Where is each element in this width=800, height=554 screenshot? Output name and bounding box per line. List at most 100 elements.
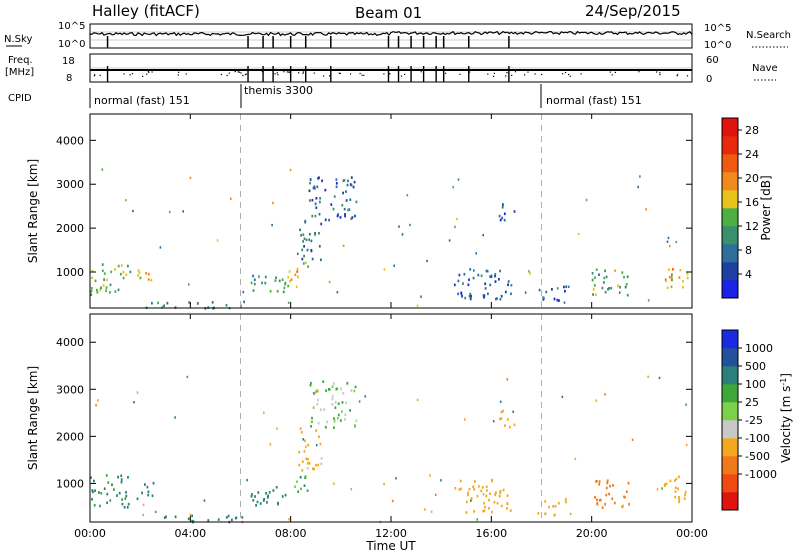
echo-cell (477, 273, 480, 277)
echo-cell (591, 278, 594, 282)
echo-speck (529, 272, 531, 275)
echo-cell (686, 272, 689, 276)
echo-cell (623, 495, 625, 499)
echo-speck (300, 487, 302, 490)
echo-cell (545, 290, 548, 294)
echo-cell (147, 490, 150, 494)
echo-cell (91, 498, 93, 501)
y-tick-label: 3000 (56, 383, 84, 396)
echo-cell (470, 295, 472, 298)
echo-speck (595, 399, 598, 402)
echo-speck (383, 483, 385, 486)
echo-cell (304, 476, 306, 480)
echo-cell (553, 513, 556, 517)
echo-cell (489, 283, 492, 287)
echo-cell (483, 509, 486, 513)
echo-cell (671, 278, 673, 282)
echo-cell (486, 489, 488, 492)
echo-cell (320, 258, 322, 262)
nave-point (131, 73, 134, 75)
nave-point (283, 71, 285, 73)
echo-cell (163, 516, 166, 519)
nave-point (611, 74, 613, 76)
cpid-segment-3: normal (fast) 151 (546, 94, 642, 107)
echo-cell (264, 281, 267, 285)
echo-cell (121, 498, 123, 501)
echo-cell (302, 233, 305, 236)
echo-cell (100, 492, 103, 495)
echo-speck (168, 210, 171, 214)
nave-point (338, 72, 340, 74)
echo-cell (105, 289, 107, 292)
echo-cell (499, 417, 501, 421)
noise-right-bottom-tick: 10^0 (704, 40, 731, 51)
echo-cell (484, 505, 486, 509)
nave-point (234, 71, 236, 73)
echo-speck (401, 233, 404, 236)
power-x-ticks (89, 114, 693, 308)
echo-cell (151, 494, 154, 498)
echo-cell (349, 198, 352, 201)
echo-cell (331, 397, 334, 401)
echo-cell (253, 278, 256, 282)
echo-speck (95, 404, 97, 407)
echo-cell (349, 409, 351, 412)
echo-cell (106, 501, 108, 505)
echo-cell (111, 483, 113, 486)
echo-cell (674, 490, 677, 493)
echo-cell (625, 490, 628, 493)
power-colorbar-tick-label: 20 (745, 172, 759, 185)
nave-point (562, 73, 564, 75)
echo-cell (301, 460, 304, 463)
echo-cell (120, 272, 122, 276)
echo-cell (491, 510, 493, 514)
echo-cell (146, 485, 149, 489)
echo-cell (603, 281, 605, 284)
echo-cell (477, 485, 480, 488)
echo-cell (341, 410, 343, 413)
echo-cell (346, 381, 349, 385)
velocity-colorbar-tick-label: -25 (745, 414, 763, 427)
echo-cell (306, 462, 309, 465)
echo-cell (333, 195, 336, 198)
y-tick-label: 3000 (56, 178, 84, 191)
echo-cell (303, 237, 306, 240)
echo-cell (458, 273, 461, 277)
power-colorbar-cell (722, 208, 738, 227)
echo-cell (453, 283, 456, 287)
nave-point (93, 75, 95, 77)
echo-cell (152, 481, 155, 485)
nave-point (400, 75, 403, 77)
power-colorbar-tick-label: 4 (745, 268, 752, 281)
echo-cell (109, 291, 111, 294)
echo-cell (552, 505, 555, 508)
echo-cell (98, 491, 100, 494)
echo-speck (482, 493, 485, 496)
echo-cell (677, 487, 679, 491)
noise-search-trace (106, 36, 510, 48)
echo-cell (288, 270, 291, 273)
echo-cell (353, 389, 356, 393)
echo-cell (150, 278, 153, 282)
echo-cell (625, 283, 628, 286)
echo-cell (601, 506, 604, 509)
echo-speck (242, 290, 245, 294)
nave-point (363, 74, 365, 76)
echo-cell (344, 214, 346, 218)
echo-speck (429, 474, 431, 477)
x-tick-label: 20:00 (576, 527, 608, 540)
echo-speck (269, 443, 272, 446)
power-colorbar-cell (722, 244, 738, 263)
echo-cell (315, 197, 318, 200)
nave-point (276, 72, 278, 74)
echo-cell (682, 280, 684, 283)
echo-cell (663, 484, 666, 488)
velocity-colorbar-tick-label: 100 (745, 378, 766, 391)
echo-cell (598, 483, 601, 486)
echo-cell (90, 293, 93, 296)
echo-cell (324, 218, 327, 222)
echo-cell (500, 417, 503, 420)
echo-cell (302, 240, 304, 243)
echo-cell (303, 450, 306, 453)
echo-cell (485, 494, 488, 498)
